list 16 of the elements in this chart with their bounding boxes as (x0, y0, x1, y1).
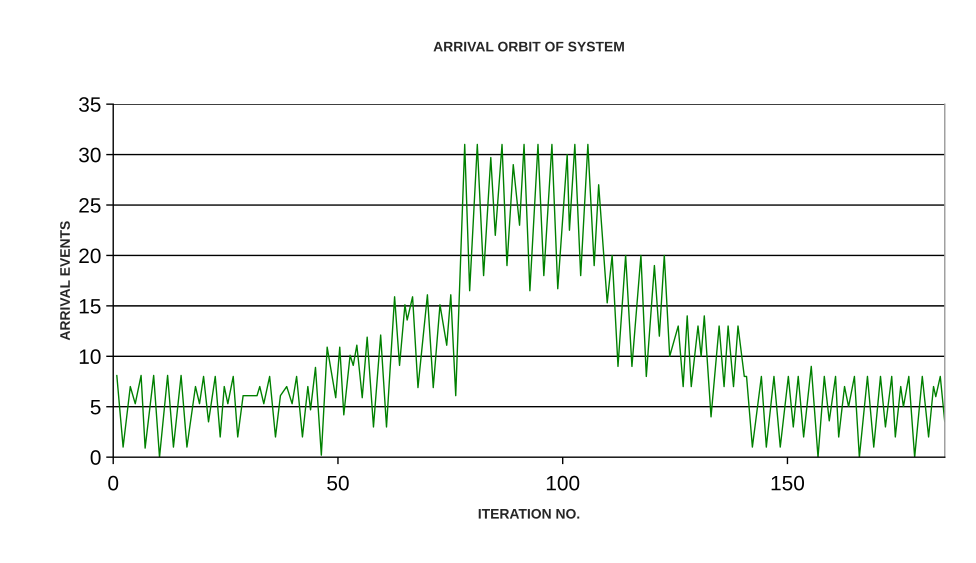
y-tick-label: 0 (90, 450, 101, 465)
y-tick-label: 35 (79, 97, 101, 112)
y-axis-title: ARRIVAL EVENTS (60, 221, 70, 340)
y-tick-label: 5 (90, 400, 101, 414)
y-tick-label: 10 (80, 349, 101, 364)
y-tick-label: 30 (79, 148, 101, 162)
y-tick-label: 20 (79, 248, 101, 264)
y-tick-label: 25 (79, 198, 101, 213)
chart-title: ARRIVAL ORBIT OF SYSTEM (434, 42, 624, 52)
x-axis-title: ITERATION NO. (478, 508, 580, 519)
x-tick-label: 150 (772, 476, 804, 491)
x-tick-label: 0 (108, 476, 118, 491)
x-tick-label: 50 (327, 476, 349, 491)
x-tick-label: 100 (546, 476, 580, 491)
y-tick-label: 15 (80, 299, 101, 314)
line-series (116, 144, 945, 458)
